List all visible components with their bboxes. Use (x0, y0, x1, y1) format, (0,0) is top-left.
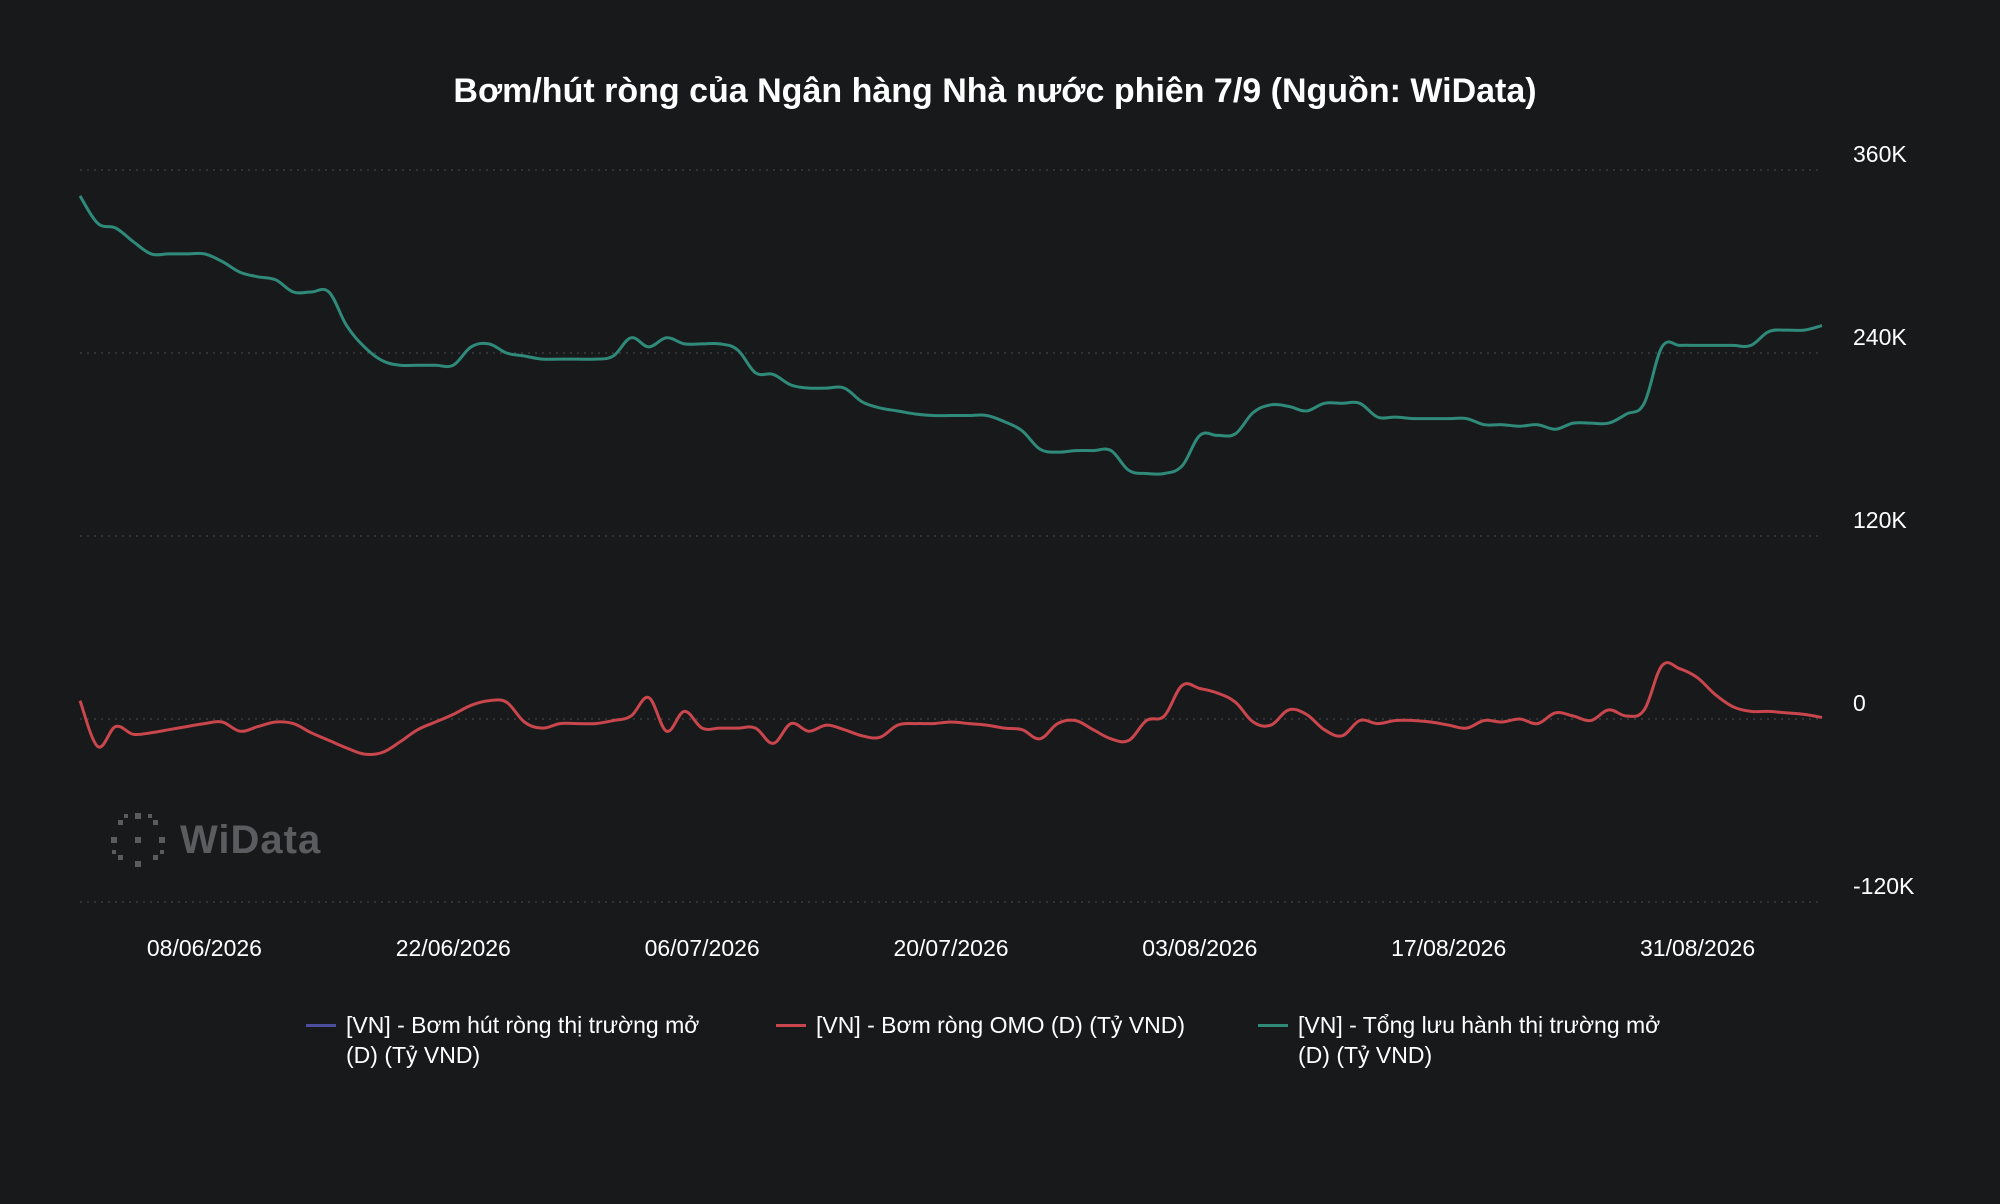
legend: [VN] - Bơm hút ròng thị trường mở (D) (T… (0, 1010, 2000, 1080)
y-tick-label: -120K (1853, 873, 1915, 899)
series-line-2[interactable] (78, 661, 1823, 757)
y-tick-label: 120K (1853, 507, 1907, 533)
x-tick-label: 22/06/2026 (396, 935, 511, 961)
legend-label: [VN] - Bơm hút ròng thị trường mở (D) (T… (346, 1012, 700, 1068)
legend-swatch (1258, 1024, 1288, 1027)
dotted-circle-logo-icon (111, 813, 165, 867)
series-line-3[interactable] (78, 195, 1823, 476)
legend-item[interactable]: [VN] - Tổng lưu hành thị trường mở (D) (… (1258, 1010, 1698, 1070)
y-tick-label: 0 (1853, 690, 1866, 716)
x-tick-label: 08/06/2026 (147, 935, 262, 961)
legend-item[interactable]: [VN] - Bơm hút ròng thị trường mở (D) (T… (306, 1010, 736, 1070)
watermark-text: WiData (180, 817, 322, 862)
chart-title: Bơm/hút ròng của Ngân hàng Nhà nước phiê… (453, 72, 1537, 110)
y-tick-label: 360K (1853, 141, 1907, 167)
watermark: WiData (110, 812, 321, 868)
x-tick-label: 31/08/2026 (1640, 935, 1755, 961)
legend-item[interactable]: [VN] - Bơm ròng OMO (D) (Tỷ VND) (776, 1010, 1236, 1040)
legend-label: [VN] - Bơm ròng OMO (D) (Tỷ VND) (816, 1012, 1186, 1038)
y-tick-label: 240K (1853, 324, 1907, 350)
x-tick-label: 17/08/2026 (1391, 935, 1506, 961)
x-tick-label: 03/08/2026 (1142, 935, 1257, 961)
legend-label: [VN] - Tổng lưu hành thị trường mở (D) (… (1298, 1012, 1661, 1068)
x-tick-label: 20/07/2026 (893, 935, 1008, 961)
legend-swatch (306, 1024, 336, 1027)
x-tick-label: 06/07/2026 (645, 935, 760, 961)
legend-swatch (776, 1024, 806, 1027)
